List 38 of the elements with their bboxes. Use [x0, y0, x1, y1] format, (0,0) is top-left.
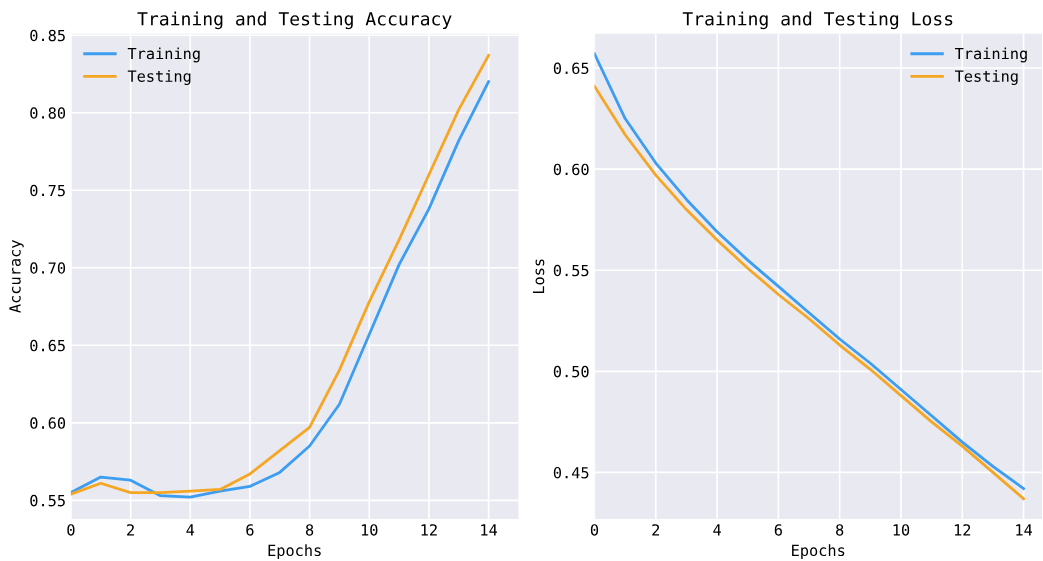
y-tick-label: 0.70 — [30, 262, 66, 274]
y-tick-label: 0.60 — [553, 163, 589, 176]
x-tick-label: 12 — [421, 524, 437, 536]
legend-label: Testing — [127, 70, 191, 85]
x-tick-label: 2 — [127, 524, 134, 536]
y-tick-label: 0.45 — [553, 466, 589, 479]
y-tick-label: 0.85 — [30, 29, 65, 42]
x-axis-title: Epochs — [268, 544, 321, 560]
x-tick-label: 14 — [1016, 524, 1033, 536]
x-tick-label: 2 — [652, 524, 660, 536]
y-axis-title: Loss — [532, 259, 545, 294]
x-tick-label: 4 — [713, 524, 721, 536]
y-tick-label: 0.60 — [30, 417, 66, 429]
y-tick-label: 0.80 — [30, 107, 66, 119]
x-tick-label: 4 — [186, 524, 195, 536]
x-tick-label: 12 — [954, 524, 971, 536]
x-tick-label: 10 — [893, 524, 910, 536]
x-tick-label: 0 — [590, 524, 599, 536]
x-tick-label: 14 — [481, 524, 498, 536]
legend-label: Testing — [954, 70, 1018, 85]
y-axis-title: Accuracy — [9, 240, 24, 313]
y-tick-label: 0.65 — [30, 339, 65, 352]
x-tick-label: 0 — [67, 524, 75, 536]
legend-label: Training — [127, 47, 200, 63]
y-tick-label: 0.50 — [553, 365, 589, 378]
y-tick-label: 0.55 — [30, 494, 65, 507]
x-tick-label: 6 — [246, 524, 254, 536]
x-axis-title: Epochs — [792, 544, 845, 560]
x-tick-label: 8 — [305, 524, 314, 536]
x-tick-label: 6 — [774, 524, 782, 536]
chart-title: Training and Testing Loss — [682, 11, 953, 30]
x-tick-label: 8 — [836, 524, 844, 536]
y-tick-label: 0.65 — [553, 62, 589, 75]
y-tick-label: 0.75 — [30, 184, 65, 197]
chart-title: Training and Testing Accuracy — [137, 11, 452, 30]
x-tick-label: 10 — [361, 524, 378, 536]
legend-label: Training — [954, 47, 1027, 63]
y-tick-label: 0.55 — [553, 264, 589, 277]
